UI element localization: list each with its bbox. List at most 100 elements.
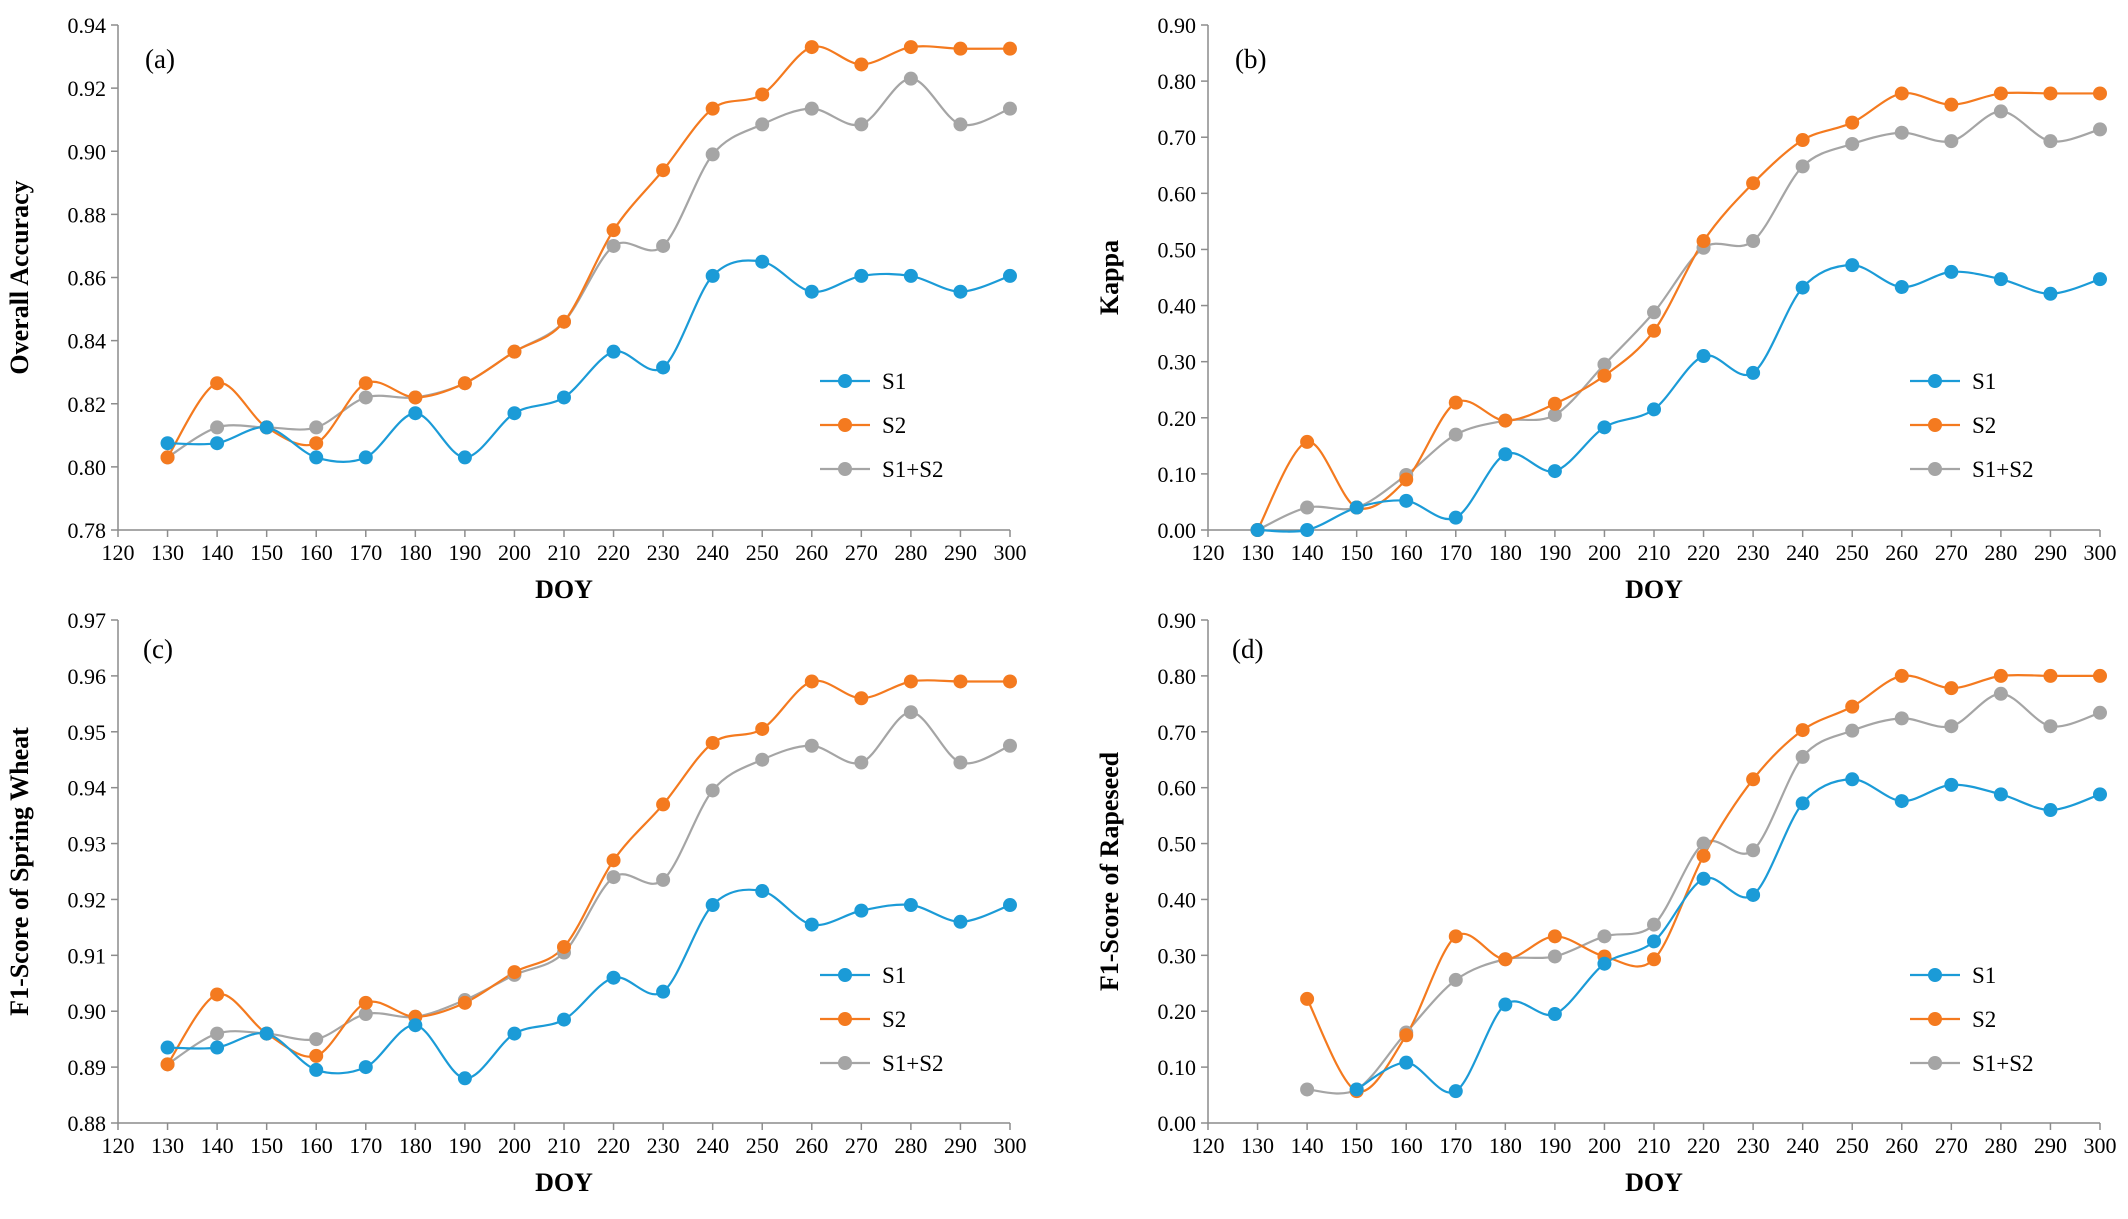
x-tick-label: 300 — [994, 1133, 1027, 1158]
data-point-s1 — [854, 268, 869, 283]
data-point-s2 — [1944, 97, 1959, 112]
x-tick-label: 120 — [1192, 540, 1225, 565]
data-point-s1 — [210, 436, 225, 451]
x-tick-label: 300 — [2084, 1133, 2117, 1158]
data-point-s1-plus-s2 — [1894, 125, 1909, 140]
y-tick-label: 0.94 — [68, 776, 107, 801]
x-tick-label: 120 — [102, 1133, 135, 1158]
data-point-s2 — [1597, 368, 1612, 383]
data-point-s1 — [1647, 934, 1661, 949]
x-tick-label: 260 — [795, 1133, 828, 1158]
data-point-s1-plus-s2 — [705, 783, 720, 798]
data-point-s1 — [2093, 787, 2107, 802]
data-point-s2 — [1696, 848, 1711, 863]
x-tick-label: 190 — [448, 540, 481, 565]
y-tick-label: 0.95 — [68, 720, 107, 745]
x-tick-label: 150 — [1340, 540, 1373, 565]
x-tick-label: 200 — [498, 1133, 531, 1158]
legend-label: S1+S2 — [882, 1051, 944, 1076]
y-tick-label: 0.94 — [68, 13, 107, 38]
data-point-s1 — [1746, 887, 1761, 902]
x-tick-label: 120 — [102, 540, 135, 565]
series-line-s1-plus-s2 — [1307, 692, 2101, 1095]
data-point-s1 — [557, 390, 571, 405]
data-point-s1-plus-s2 — [953, 755, 968, 770]
x-tick-label: 170 — [1439, 540, 1472, 565]
data-point-s2 — [705, 735, 720, 750]
data-point-s1-plus-s2 — [1795, 159, 1810, 174]
data-point-s1 — [606, 344, 621, 359]
data-point-s2 — [507, 965, 522, 980]
y-tick-label: 0.96 — [68, 664, 107, 689]
data-point-s1 — [656, 984, 671, 999]
data-point-s1 — [1894, 794, 1909, 809]
data-point-s2 — [1399, 472, 1414, 487]
x-tick-label: 190 — [448, 1133, 481, 1158]
data-point-s2 — [1746, 176, 1761, 191]
data-point-s1-plus-s2 — [1845, 136, 1860, 151]
x-tick-label: 220 — [597, 540, 630, 565]
data-point-s1-plus-s2 — [1696, 836, 1711, 851]
y-tick-label: 0.40 — [1158, 887, 1197, 912]
data-point-s2 — [1993, 668, 2008, 683]
x-tick-label: 290 — [944, 540, 977, 565]
legend-label: S1+S2 — [882, 457, 944, 482]
legend-marker — [1928, 1056, 1942, 1070]
data-point-s1-plus-s2 — [1647, 305, 1661, 320]
data-point-s2 — [160, 450, 175, 465]
x-axis-label: DOY — [535, 1168, 593, 1197]
data-point-s1 — [1944, 777, 1959, 792]
data-point-s1-plus-s2 — [1300, 1082, 1315, 1097]
data-point-s2 — [210, 376, 225, 391]
x-tick-label: 220 — [1687, 540, 1720, 565]
y-axis-label: F1-Score of Rapeseed — [1095, 751, 1124, 991]
y-tick-label: 0.40 — [1158, 294, 1197, 319]
legend-label: S1+S2 — [1972, 457, 2034, 482]
y-tick-label: 0.60 — [1158, 776, 1197, 801]
legend-marker — [838, 968, 852, 982]
data-point-s1-plus-s2 — [1300, 500, 1315, 515]
data-point-s2 — [804, 40, 819, 55]
data-point-s2 — [1696, 234, 1711, 249]
x-tick-label: 270 — [845, 540, 878, 565]
data-point-s1-plus-s2 — [2093, 122, 2107, 137]
y-tick-label: 0.91 — [68, 943, 107, 968]
data-point-s2 — [2043, 668, 2058, 683]
x-tick-label: 210 — [1638, 1133, 1671, 1158]
y-tick-label: 0.10 — [1158, 1055, 1197, 1080]
data-point-s2 — [953, 41, 968, 56]
y-tick-label: 0.90 — [68, 999, 107, 1024]
data-point-s1-plus-s2 — [1746, 843, 1761, 858]
data-point-s2 — [804, 674, 819, 689]
x-axis-label: DOY — [1625, 575, 1683, 604]
data-point-s2 — [1547, 929, 1562, 944]
data-point-s1-plus-s2 — [1448, 972, 1463, 987]
data-point-s1 — [1547, 464, 1562, 479]
legend-marker — [1928, 418, 1942, 432]
data-point-s2 — [1448, 395, 1463, 410]
data-point-s1-plus-s2 — [358, 1007, 373, 1022]
data-point-s2 — [755, 721, 770, 736]
data-point-s1 — [1993, 272, 2008, 287]
data-point-s1-plus-s2 — [1448, 427, 1463, 442]
legend-marker — [838, 1012, 852, 1026]
data-point-s2 — [557, 939, 571, 954]
x-tick-label: 130 — [1241, 1133, 1274, 1158]
legend-label: S2 — [1972, 1007, 1996, 1032]
data-point-s1 — [755, 254, 770, 269]
data-point-s1 — [1448, 510, 1463, 525]
x-tick-label: 270 — [1935, 540, 1968, 565]
data-point-s1 — [1349, 1082, 1364, 1097]
chart-panel-a: 0.78 0.80 0.82 0.84 0.86 0.88 0.90 0.92 0.94 120 1… — [5, 13, 1027, 604]
legend-marker — [1928, 968, 1942, 982]
data-point-s2 — [1448, 929, 1463, 944]
chart-panel-d: 0.00 0.10 0.20 0.30 0.40 0.50 0.60 0.70 0.80 0.90… — [1095, 608, 2117, 1197]
data-point-s1 — [160, 1040, 175, 1055]
x-tick-label: 140 — [1291, 540, 1324, 565]
data-point-s1 — [457, 450, 472, 465]
legend-label: S1 — [1972, 369, 1996, 394]
y-tick-label: 0.89 — [68, 1055, 107, 1080]
x-tick-label: 230 — [1737, 540, 1770, 565]
y-tick-label: 0.30 — [1158, 350, 1197, 375]
x-tick-label: 230 — [1737, 1133, 1770, 1158]
